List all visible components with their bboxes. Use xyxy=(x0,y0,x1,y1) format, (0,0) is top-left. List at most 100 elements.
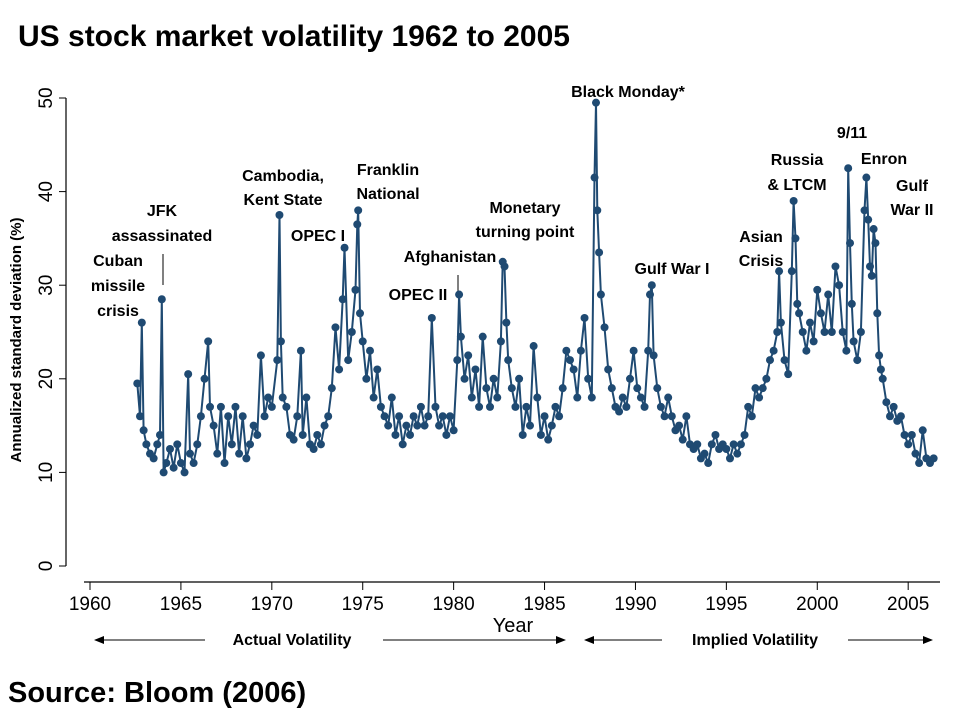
marker xyxy=(904,440,913,449)
marker xyxy=(249,421,258,430)
annotation: Cuban xyxy=(93,253,143,270)
marker xyxy=(376,402,385,411)
marker xyxy=(196,412,205,421)
marker xyxy=(547,421,556,430)
marker xyxy=(660,412,669,421)
marker xyxy=(153,440,162,449)
marker xyxy=(293,412,302,421)
marker xyxy=(335,365,344,374)
marker xyxy=(327,384,336,393)
marker xyxy=(875,351,884,360)
marker xyxy=(227,440,236,449)
marker xyxy=(133,379,142,388)
marker xyxy=(189,459,198,468)
marker xyxy=(869,225,878,234)
marker xyxy=(373,365,382,374)
marker xyxy=(340,243,349,252)
marker xyxy=(309,445,318,453)
marker xyxy=(864,215,873,224)
marker xyxy=(273,356,282,365)
marker xyxy=(860,206,869,215)
marker xyxy=(795,309,804,318)
marker xyxy=(889,402,898,411)
marker xyxy=(298,430,307,439)
marker xyxy=(789,196,798,205)
marker xyxy=(435,421,444,430)
marker xyxy=(216,402,225,411)
marker xyxy=(862,173,871,182)
marker xyxy=(467,393,476,402)
marker xyxy=(647,281,656,290)
marker xyxy=(157,295,166,304)
marker xyxy=(455,290,464,299)
marker xyxy=(722,445,731,453)
annotation: National xyxy=(356,186,419,203)
marker xyxy=(744,402,753,411)
marker xyxy=(209,421,218,430)
marker xyxy=(320,421,329,430)
marker xyxy=(504,356,513,365)
marker xyxy=(276,337,285,346)
annotation: crisis xyxy=(97,303,139,320)
marker xyxy=(193,440,202,449)
marker xyxy=(353,220,362,229)
marker xyxy=(787,267,796,276)
marker xyxy=(496,337,505,346)
marker xyxy=(289,435,298,444)
marker xyxy=(646,290,654,299)
marker xyxy=(838,328,847,336)
marker xyxy=(324,412,333,421)
marker xyxy=(762,374,771,383)
marker xyxy=(260,412,269,421)
source: Source: Bloom (2006) xyxy=(8,677,306,709)
marker xyxy=(213,449,222,458)
marker xyxy=(551,402,560,411)
marker xyxy=(186,449,194,458)
marker xyxy=(380,412,389,421)
marker xyxy=(137,318,146,327)
annotation: Cambodia, xyxy=(242,168,324,185)
marker xyxy=(747,412,756,421)
marker xyxy=(816,309,825,318)
marker xyxy=(592,98,600,107)
marker xyxy=(518,430,527,439)
annotation: OPEC II xyxy=(389,287,448,304)
marker xyxy=(489,374,498,383)
y-tick-label: 40 xyxy=(36,181,57,202)
marker xyxy=(142,440,151,449)
marker xyxy=(544,435,553,444)
x-tick-label: 1985 xyxy=(523,594,565,615)
marker xyxy=(773,328,782,336)
marker xyxy=(354,206,363,215)
marker xyxy=(267,402,276,411)
marker xyxy=(664,393,673,402)
marker xyxy=(220,459,229,468)
annotation: Gulf War I xyxy=(635,261,710,278)
marker xyxy=(302,393,311,402)
marker xyxy=(849,337,858,346)
marker xyxy=(675,421,684,430)
marker xyxy=(711,430,720,439)
marker xyxy=(618,393,627,402)
marker xyxy=(149,454,158,463)
marker xyxy=(775,267,784,276)
marker xyxy=(391,430,400,439)
marker xyxy=(235,449,244,458)
marker xyxy=(678,435,687,444)
marker xyxy=(356,309,364,318)
marker xyxy=(853,356,862,365)
marker xyxy=(253,430,262,439)
marker xyxy=(726,454,734,463)
marker xyxy=(515,374,524,383)
annotation: assassinated xyxy=(112,228,213,245)
marker xyxy=(282,402,291,411)
annotation: War II xyxy=(891,202,934,219)
annotation: Black Monday* xyxy=(571,84,686,101)
marker xyxy=(729,440,738,449)
y-tick-label: 0 xyxy=(36,561,57,572)
marker xyxy=(456,332,465,341)
marker xyxy=(406,430,414,439)
marker xyxy=(475,402,484,411)
marker xyxy=(471,365,480,374)
marker xyxy=(536,430,545,439)
